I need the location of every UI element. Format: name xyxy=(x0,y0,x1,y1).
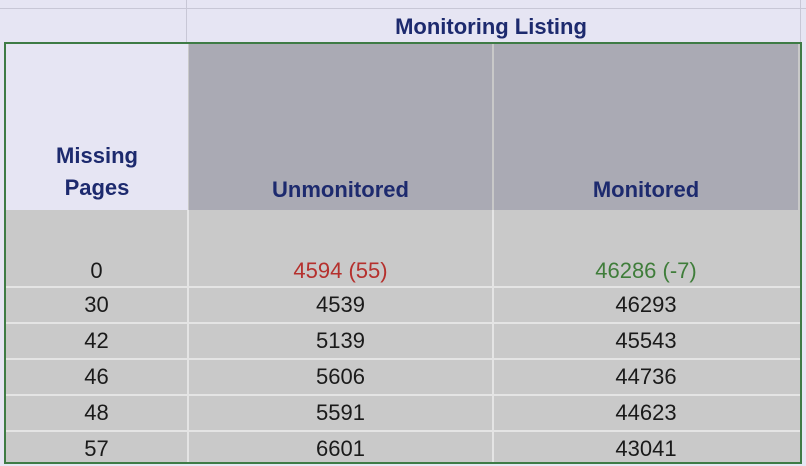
gridline xyxy=(800,0,801,42)
cell-unmonitored[interactable]: 5591 xyxy=(316,400,365,425)
sheet-top-row: Monitoring Listing xyxy=(0,0,806,42)
cell-missing-pages[interactable]: 42 xyxy=(84,328,109,353)
row-separator xyxy=(6,322,800,324)
cell-missing-pages[interactable]: 48 xyxy=(84,400,109,425)
cell-unmonitored[interactable]: 5606 xyxy=(316,364,365,389)
table-title[interactable]: Monitoring Listing xyxy=(395,14,587,39)
header-label-monitored: Monitored xyxy=(592,177,700,202)
row-separator xyxy=(6,286,800,288)
cell-missing-pages[interactable]: 0 xyxy=(90,258,103,283)
header-label-line-1: Missing xyxy=(56,143,138,168)
cell-monitored[interactable]: 46293 xyxy=(615,292,677,317)
column-separator xyxy=(492,210,494,462)
column-separator xyxy=(187,210,189,462)
gridline xyxy=(186,0,187,42)
cell-unmonitored[interactable]: 6601 xyxy=(316,436,365,461)
header-label-unmonitored: Unmonitored xyxy=(272,177,409,202)
header-cell-missing-pages[interactable]: Missing Pages xyxy=(6,44,188,210)
cell-monitored[interactable]: 45543 xyxy=(615,328,677,353)
cell-monitored[interactable]: 44623 xyxy=(615,400,677,425)
cell-unmonitored[interactable]: 4539 xyxy=(316,292,365,317)
row-separator xyxy=(6,358,800,360)
gridline xyxy=(0,8,806,9)
cell-missing-pages[interactable]: 57 xyxy=(84,436,109,461)
cell-monitored[interactable]: 44736 xyxy=(615,364,677,389)
table-body: 0 4594 (55) 46286 (-7) 30 4539 46293 42 … xyxy=(6,210,800,462)
cell-monitored[interactable]: 43041 xyxy=(615,436,677,461)
header-label-line-2: Pages xyxy=(64,175,130,200)
cell-missing-pages[interactable]: 46 xyxy=(84,364,109,389)
cell-unmonitored[interactable]: 5139 xyxy=(316,328,365,353)
row-separator xyxy=(6,430,800,432)
cell-monitored[interactable]: 46286 (-7) xyxy=(595,258,697,283)
header-cell-monitored[interactable]: Monitored xyxy=(494,44,798,210)
cell-unmonitored[interactable]: 4594 (55) xyxy=(293,258,388,283)
header-cell-unmonitored[interactable]: Unmonitored xyxy=(189,44,492,210)
cell-missing-pages[interactable]: 30 xyxy=(84,292,109,317)
row-separator xyxy=(6,394,800,396)
data-table: Missing Pages Unmonitored Monitored 0 45… xyxy=(4,42,802,464)
